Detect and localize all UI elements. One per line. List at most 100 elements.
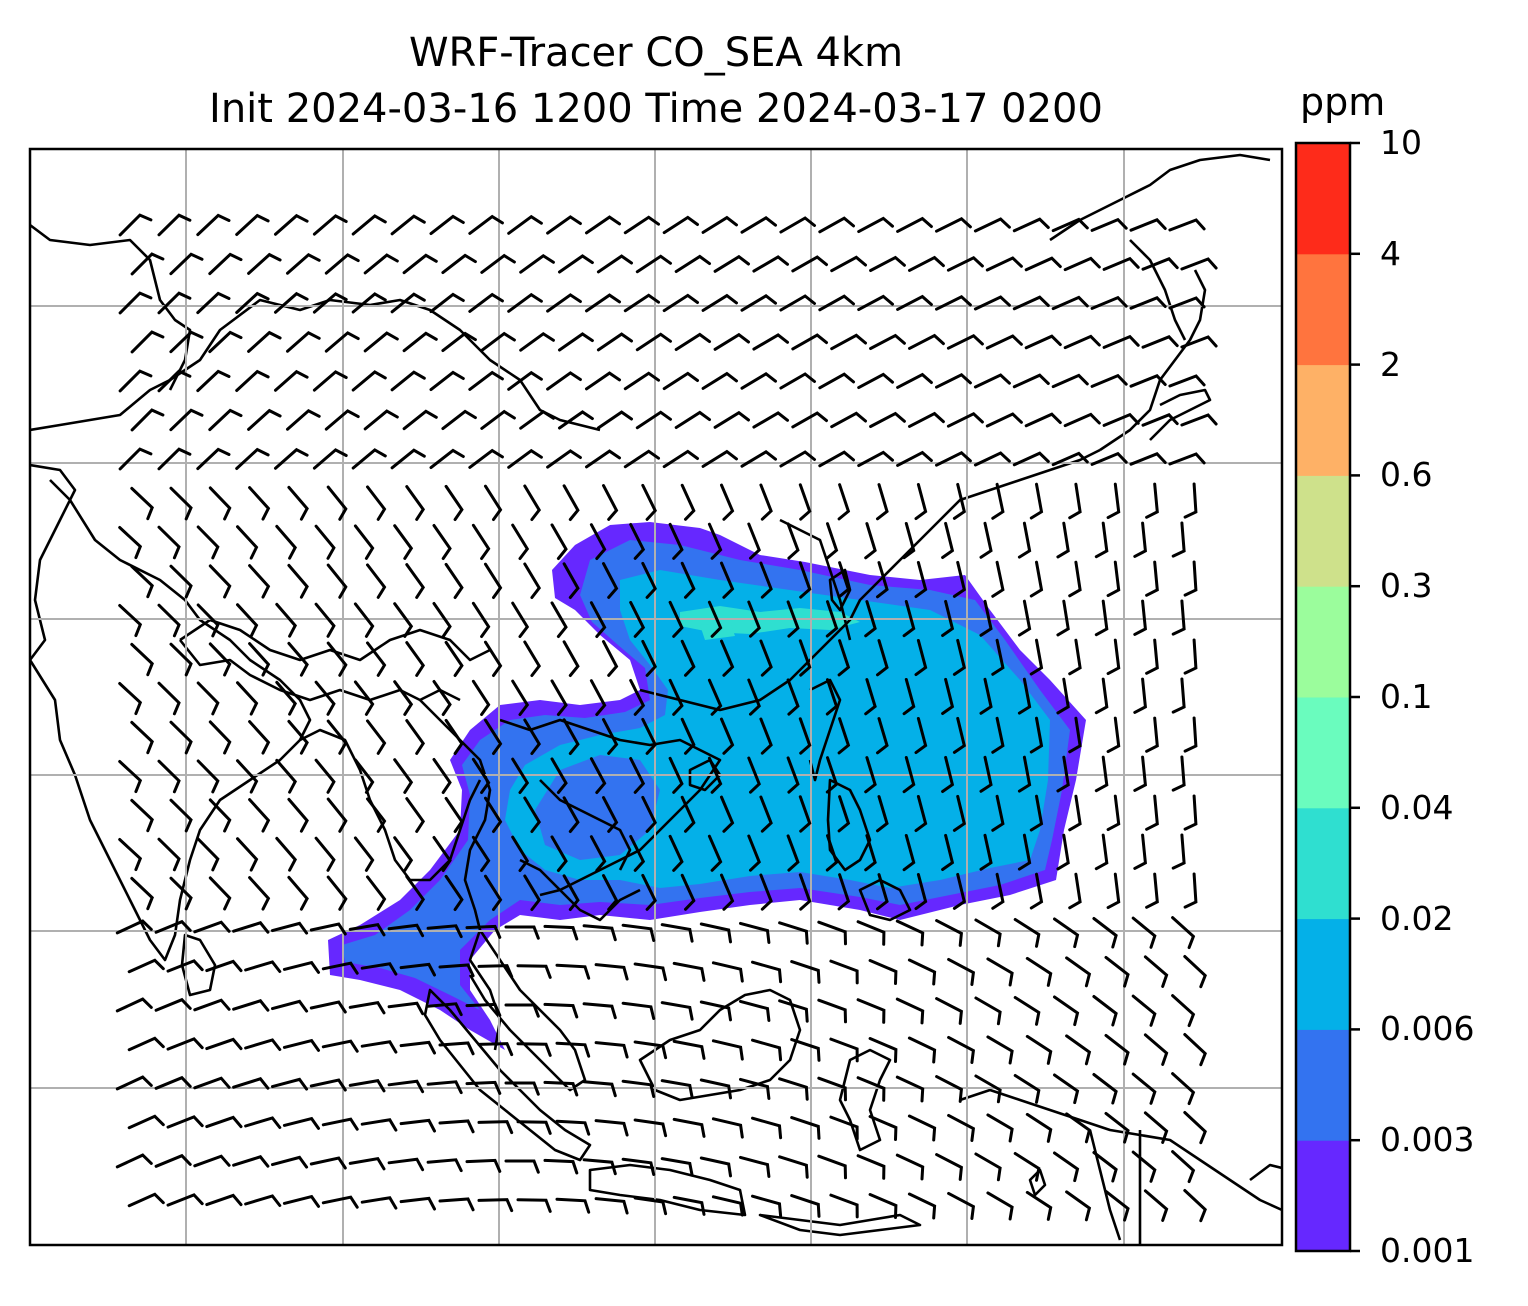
wind-barb — [360, 1040, 398, 1054]
wind-barb — [1029, 794, 1044, 832]
wind-barb — [235, 369, 270, 392]
wind-barb — [856, 1076, 886, 1102]
wind-barb — [157, 369, 192, 393]
wind-barb — [974, 1152, 1002, 1182]
wind-barb — [248, 486, 271, 521]
wind-barb — [444, 796, 464, 833]
wind-barb — [817, 1076, 847, 1102]
wind-barb — [1183, 955, 1207, 989]
wind-barb — [837, 717, 851, 755]
wind-barb — [985, 412, 1023, 428]
wind-barb — [740, 449, 777, 468]
wind-barb — [759, 483, 773, 521]
wind-barb — [1012, 295, 1050, 311]
wind-barb — [438, 1041, 475, 1056]
wind-barb — [908, 411, 945, 428]
wind-barb — [471, 601, 491, 638]
wind-barb — [713, 254, 750, 273]
wind-barb — [829, 1115, 859, 1141]
wind-barb — [1104, 1189, 1130, 1222]
wind-barb — [1145, 560, 1159, 597]
wind-barb — [1183, 872, 1198, 909]
wind-barb — [973, 373, 1011, 389]
wind-barb — [274, 447, 309, 470]
wind-barb — [312, 370, 348, 392]
wind-barb — [786, 522, 800, 560]
wind-barb — [546, 293, 582, 313]
wind-barb — [208, 642, 232, 677]
wind-barb — [1092, 917, 1118, 949]
wind-barb — [244, 960, 282, 973]
wind-barb — [244, 1038, 282, 1051]
wind-barb — [779, 216, 816, 234]
wind-barb — [309, 922, 347, 936]
wind-barb — [353, 836, 375, 872]
wind-barb — [235, 447, 270, 470]
wind-barb — [314, 836, 336, 872]
wind-barb — [935, 997, 963, 1025]
wind-barb — [589, 835, 607, 872]
wind-barb — [830, 333, 867, 351]
wind-barb — [1051, 295, 1089, 311]
wind-barb — [274, 213, 309, 236]
wind-barb — [432, 680, 452, 716]
wind-barb — [546, 371, 582, 391]
wind-barb — [480, 253, 516, 274]
wind-barb — [1029, 638, 1044, 676]
wind-barb — [208, 486, 232, 521]
wind-barb — [986, 1113, 1014, 1143]
wind-barb — [196, 291, 231, 315]
wind-barb — [166, 1037, 204, 1051]
wind-barb — [986, 1035, 1014, 1065]
wind-barb — [1171, 1150, 1196, 1184]
wind-barb — [701, 215, 738, 234]
wind-barb — [130, 330, 165, 354]
wind-barb — [1104, 1033, 1130, 1066]
wind-barb — [248, 798, 271, 833]
wind-barb — [169, 252, 204, 276]
wind-barb — [1145, 716, 1159, 753]
wind-barb — [1065, 1034, 1092, 1066]
wind-barb — [946, 255, 984, 272]
wind-barb — [519, 331, 555, 352]
wind-barb — [236, 681, 259, 716]
wind-barb — [752, 333, 789, 351]
wind-barb — [484, 484, 503, 521]
wind-barb — [130, 564, 154, 599]
wind-barb — [1053, 1151, 1080, 1183]
wind-barb — [248, 564, 271, 599]
wind-barb — [759, 561, 773, 599]
wind-barb — [701, 293, 738, 312]
wind-barb — [205, 1115, 243, 1129]
wind-barb — [562, 562, 580, 599]
wind-barb — [991, 872, 1005, 910]
wind-barb — [1133, 521, 1147, 558]
wind-barb — [896, 216, 933, 233]
wind-barb — [366, 797, 387, 833]
wind-barb — [1068, 638, 1082, 676]
wind-barb — [856, 998, 886, 1024]
wind-barb — [952, 716, 967, 754]
wind-barb — [523, 718, 542, 755]
wind-barb — [235, 291, 270, 314]
wind-barb — [232, 999, 270, 1012]
wind-barb — [326, 563, 348, 599]
wind-barb — [668, 834, 684, 872]
map-subtitle: Init 2024-03-16 1200 Time 2024-03-17 020… — [209, 86, 1103, 132]
wind-barb — [1013, 996, 1041, 1026]
wind-barb — [747, 522, 761, 560]
wind-barb — [115, 1153, 153, 1169]
wind-barb — [324, 409, 360, 431]
wind-barb — [432, 602, 452, 638]
wind-barb — [582, 1158, 617, 1176]
wind-barb — [825, 678, 839, 716]
wind-barb — [633, 1040, 668, 1060]
wind-barb — [555, 1197, 591, 1214]
wind-barb — [825, 522, 839, 560]
wind-barb — [641, 483, 657, 521]
wind-barb — [157, 837, 181, 872]
wind-barb — [979, 755, 993, 793]
wind-barb — [166, 1193, 204, 1207]
wind-barb — [740, 293, 777, 312]
